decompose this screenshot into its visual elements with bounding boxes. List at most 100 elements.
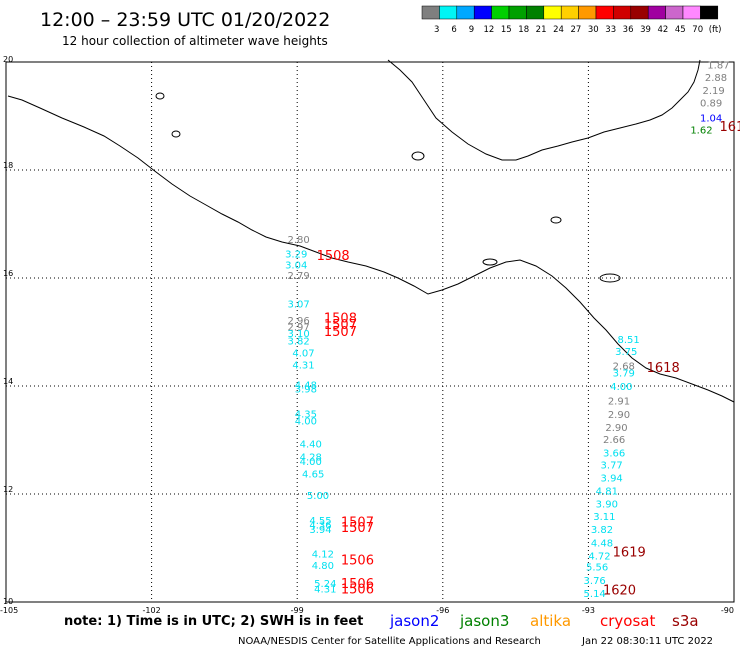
colorbar-swatch xyxy=(665,5,684,20)
wave-height-value: 4.31 xyxy=(314,584,336,595)
colorbar-label: 3 xyxy=(434,25,439,35)
colorbar-swatch xyxy=(421,5,440,20)
wave-height-value: 3.07 xyxy=(287,300,309,311)
wave-height-value: 3.82 xyxy=(287,336,309,347)
wave-height-value: 4.12 xyxy=(312,550,334,561)
wave-height-value: 2.90 xyxy=(605,423,627,434)
wave-height-value: 3.77 xyxy=(601,461,623,472)
lat-tick-label: 10 xyxy=(3,597,13,606)
wave-height-value: 5.24 xyxy=(314,579,336,590)
wave-height-value: 3.75 xyxy=(615,347,637,358)
lon-tick-label: -105 xyxy=(0,606,18,615)
wave-height-value: 1.87 xyxy=(707,60,729,71)
footer-timestamp: Jan 22 08:30:11 UTC 2022 xyxy=(581,636,713,647)
lat-tick-label: 14 xyxy=(3,377,13,386)
pass-time-labels: 1508150815071507150715071506150615061617… xyxy=(317,120,740,598)
wave-height-value: 4.48 xyxy=(295,381,317,392)
lat-lon-grid: -105 -102 -99 -96 -93 -90 20 18 16 14 12 10 xyxy=(0,55,735,615)
map-subtitle: 12 hour collection of altimeter wave hei… xyxy=(62,34,328,48)
wave-height-value: 0.89 xyxy=(700,98,722,109)
wave-height-value: 3.66 xyxy=(603,449,625,460)
wave-height-value: 3.94 xyxy=(601,474,623,485)
wave-height-value: 3.82 xyxy=(591,525,613,536)
wave-height-value: 3.94 xyxy=(309,525,331,536)
pass-time-label: 1507 xyxy=(341,521,374,536)
colorbar-swatch xyxy=(682,5,701,20)
wave-height-value: 4.00 xyxy=(300,457,322,468)
wave-height-value: 2.19 xyxy=(702,86,724,97)
colorbar-swatch xyxy=(491,5,510,20)
colorbar-label: 39 xyxy=(640,25,651,35)
colorbar-label: 27 xyxy=(570,25,581,35)
wave-height-value: 2.80 xyxy=(287,235,309,246)
wave-height-value: 2.97 xyxy=(287,322,309,333)
colorbar-swatch xyxy=(647,5,666,20)
colorbar-swatch xyxy=(526,5,545,20)
wave-height-value: 4.80 xyxy=(312,561,334,572)
coastline xyxy=(7,59,735,403)
wave-height-value: 4.00 xyxy=(295,416,317,427)
pass-time-label: 1620 xyxy=(603,583,636,598)
colorbar-legend: 3 6 9 12 15 18 21 24 27 30 33 36 39 42 45 70 (ft) xyxy=(421,5,722,35)
pass-time-label: 1507 xyxy=(324,318,357,333)
pass-time-label: 1506 xyxy=(341,554,374,569)
wave-height-value: 3.76 xyxy=(584,576,606,587)
wave-height-value: 1.62 xyxy=(690,125,712,136)
colorbar-label: 9 xyxy=(469,25,474,35)
wave-height-value: 2.68 xyxy=(613,361,635,372)
pass-time-label: 1506 xyxy=(341,582,374,597)
wave-height-value: 3.79 xyxy=(613,368,635,379)
colorbar-label: 6 xyxy=(451,25,456,35)
wave-height-value: 2.96 xyxy=(287,316,309,327)
pass-time-label: 1508 xyxy=(324,311,357,326)
footer-credit: NOAA/NESDIS Center for Satellite Applica… xyxy=(238,636,541,647)
wave-height-value: 4.07 xyxy=(292,348,314,359)
wave-height-observations: 2.803.293.042.793.072.962.973.103.824.07… xyxy=(285,60,730,600)
wave-height-value: 2.90 xyxy=(608,410,630,421)
pass-time-label: 1507 xyxy=(341,515,374,530)
colorbar-label: 24 xyxy=(553,25,564,35)
wave-height-value: 5.00 xyxy=(307,491,329,502)
colorbar-swatch xyxy=(508,5,527,20)
colorbar-swatch xyxy=(456,5,475,20)
colorbar-label: 36 xyxy=(623,25,634,35)
wave-height-value: 2.66 xyxy=(603,435,625,446)
pass-time-label: 1619 xyxy=(613,546,646,561)
lat-tick-label: 16 xyxy=(3,269,13,278)
wave-height-value: 3.29 xyxy=(285,249,307,260)
footer-note: note: 1) Time is in UTC; 2) SWH is in fe… xyxy=(64,614,363,629)
wave-height-value: 5.56 xyxy=(586,563,608,574)
lon-tick-label: -96 xyxy=(436,606,449,615)
lat-tick-label: 20 xyxy=(3,55,13,64)
wave-height-value: 4.35 xyxy=(295,409,317,420)
wave-height-value: 3.90 xyxy=(596,500,618,511)
wave-height-value: 4.31 xyxy=(292,361,314,372)
colorbar-swatch xyxy=(630,5,649,20)
wave-height-value: 3.98 xyxy=(295,384,317,395)
lon-tick-label: -90 xyxy=(721,606,734,615)
colorbar-swatch xyxy=(613,5,632,20)
wave-height-value: 2.91 xyxy=(608,396,630,407)
wave-height-value: 4.36 xyxy=(309,521,331,532)
colorbar-swatch xyxy=(473,5,492,20)
lon-tick-label: -93 xyxy=(582,606,595,615)
lon-tick-label: -99 xyxy=(291,606,304,615)
wave-height-value: 4.81 xyxy=(596,487,618,498)
satellite-legend-item: altika xyxy=(530,612,571,630)
lon-tick-label: -102 xyxy=(143,606,161,615)
colorbar-label: 12 xyxy=(483,25,494,35)
satellite-legend-item: jason3 xyxy=(459,612,509,630)
colorbar-label: 30 xyxy=(588,25,599,35)
satellite-legend-item: s3a xyxy=(672,612,699,630)
pass-time-label: 1506 xyxy=(341,577,374,592)
wave-height-value: 4.48 xyxy=(591,538,613,549)
colorbar-label: (ft) xyxy=(709,25,722,35)
wave-height-value: 4.28 xyxy=(300,453,322,464)
wave-height-value: 1.04 xyxy=(700,113,722,124)
wave-height-value: 3.10 xyxy=(287,329,309,340)
pass-time-label: 1617 xyxy=(719,120,740,135)
wave-height-value: 2.79 xyxy=(287,271,309,282)
satellite-legend: jason2 jason3 altika cryosat s3a xyxy=(389,612,699,630)
colorbar-swatch xyxy=(560,5,579,20)
